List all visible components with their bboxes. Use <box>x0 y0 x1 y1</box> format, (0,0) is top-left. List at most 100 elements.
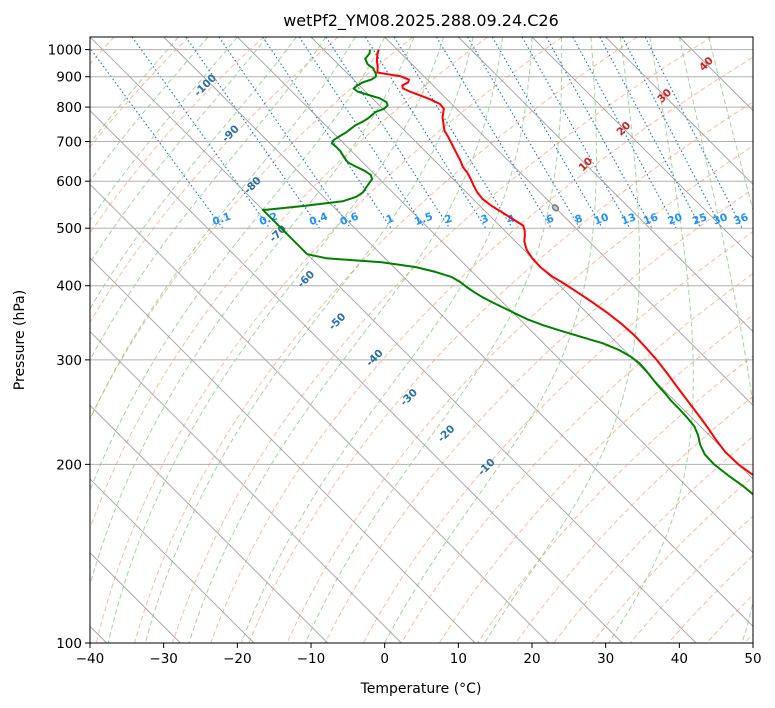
dry-adiabat <box>515 395 753 643</box>
mixing-ratio-line <box>521 37 631 229</box>
y-tick-label: 200 <box>56 457 82 473</box>
moist-adiabat <box>678 37 753 643</box>
moist-adiabat <box>240 37 533 643</box>
mixing-ratio-label: 30 <box>711 211 729 227</box>
mixing-ratio-line <box>185 37 321 229</box>
y-tick-label: 800 <box>56 100 82 116</box>
mixing-ratio-line <box>131 37 271 229</box>
isotherm-line <box>90 183 549 643</box>
mixing-ratio-line <box>364 37 487 229</box>
isotherm-line <box>90 478 255 643</box>
isotherm-line <box>90 404 328 643</box>
moist-adiabat <box>188 37 503 643</box>
moist-adiabat <box>384 37 597 643</box>
mixing-ratio-label: 10 <box>593 211 611 227</box>
mixing-ratio-labels: 0.1 0.2 0.4 0.6 1 1.5 2 3 4 6 8 10 13 16 20 25 30 36 <box>211 211 750 229</box>
y-tick-label: 900 <box>56 70 82 86</box>
mixing-ratio-label: 0.2 <box>258 211 280 229</box>
moist-adiabat <box>90 37 238 222</box>
moist-adiabat <box>483 37 640 643</box>
mixing-ratio-label: 1.5 <box>413 211 435 229</box>
isotherm-line <box>310 37 753 480</box>
dry-adiabat <box>90 37 264 234</box>
series <box>261 49 753 496</box>
x-tick-label: 40 <box>671 651 688 667</box>
moist-adiabat <box>90 37 179 145</box>
x-axis: −40 −30 −20 −10 0 10 20 30 40 50 <box>76 643 762 667</box>
dry-adiabat <box>90 37 488 530</box>
dry-adiabat <box>95 37 563 643</box>
dry-adiabat <box>90 37 339 324</box>
y-axis: 100 200 300 400 500 600 700 800 900 1000 <box>48 43 90 652</box>
y-axis-label: Pressure (hPa) <box>12 290 28 390</box>
x-tick-label: 20 <box>523 651 540 667</box>
x-tick-label: 50 <box>744 651 761 667</box>
x-tick-label: −20 <box>223 651 252 667</box>
x-tick-label: 10 <box>450 651 467 667</box>
dry-adiabat <box>438 314 753 643</box>
x-tick-label: −30 <box>149 651 178 667</box>
mixing-ratio-line <box>599 37 702 229</box>
mixing-ratio-line <box>218 37 351 229</box>
moist-adiabat <box>304 37 563 643</box>
moist-adiabat <box>90 37 356 421</box>
mixing-ratio-label: 1 <box>385 212 396 226</box>
moist-adiabat <box>90 37 386 492</box>
isotherm-line <box>384 37 753 406</box>
isotherm-line <box>90 257 476 643</box>
x-axis-label: Temperature (°C) <box>360 681 482 697</box>
y-tick-label: 100 <box>56 636 82 652</box>
chart-title: wetPf2_YM08.2025.288.09.24.C26 <box>283 11 559 31</box>
isotherm-line <box>90 37 697 643</box>
moist-adiabat <box>90 37 415 588</box>
mixing-ratio-label: 0.1 <box>211 211 233 229</box>
isotherm-line <box>90 110 623 643</box>
dry-adiabat <box>362 230 753 643</box>
mixing-ratio-label: 20 <box>666 211 684 227</box>
mixing-ratio-label: 3 <box>479 213 490 227</box>
dry-adiabat <box>172 37 712 643</box>
x-tick-label: 0 <box>380 651 389 667</box>
dry-adiabat <box>90 37 190 148</box>
dry-adiabat <box>210 56 753 643</box>
moist-adiabat <box>107 37 445 643</box>
isotherm-line <box>163 37 753 627</box>
mixing-ratio-label: 6 <box>545 213 556 227</box>
dry-adiabat <box>133 37 638 643</box>
mixing-ratio-label: 25 <box>691 211 709 227</box>
mixing-ratio-label: 36 <box>732 211 750 227</box>
mixing-ratio-line <box>435 37 552 229</box>
mixing-ratio-line <box>393 37 513 229</box>
dry-adiabat <box>286 145 753 643</box>
dry-adiabat <box>248 101 753 643</box>
mixing-ratio-label: 0.6 <box>339 211 361 229</box>
y-tick-label: 300 <box>56 353 82 369</box>
isotherm-line <box>531 37 753 259</box>
mixing-ratio-line <box>467 37 581 229</box>
temperature-profile <box>375 49 753 477</box>
mixing-ratio-line <box>491 37 603 229</box>
y-tick-label: 500 <box>56 221 82 237</box>
x-tick-label: 30 <box>597 651 614 667</box>
mixing-ratio-line <box>572 37 677 229</box>
mixing-ratio-label: 2 <box>443 213 454 227</box>
mixing-ratio-label: 4 <box>506 213 517 227</box>
y-tick-label: 600 <box>56 174 82 190</box>
x-tick-label: −40 <box>76 651 105 667</box>
plot-frame <box>89 36 754 644</box>
isotherm-line <box>605 37 753 185</box>
mixing-ratio-label: 13 <box>620 211 638 227</box>
plot-background <box>90 37 753 643</box>
mixing-ratio-label: 8 <box>573 213 584 227</box>
x-tick-label: −10 <box>297 651 326 667</box>
moist-adiabat <box>90 37 209 182</box>
mixing-ratio-label: 16 <box>642 211 660 227</box>
mixing-ratio-label: 0.4 <box>308 211 330 229</box>
y-tick-label: 400 <box>56 279 82 295</box>
isotherm-line <box>90 331 402 643</box>
y-tick-label: 700 <box>56 134 82 150</box>
dry-adiabat <box>400 272 753 643</box>
dewpoint-profile <box>261 49 753 496</box>
isotherm-line <box>458 37 753 333</box>
